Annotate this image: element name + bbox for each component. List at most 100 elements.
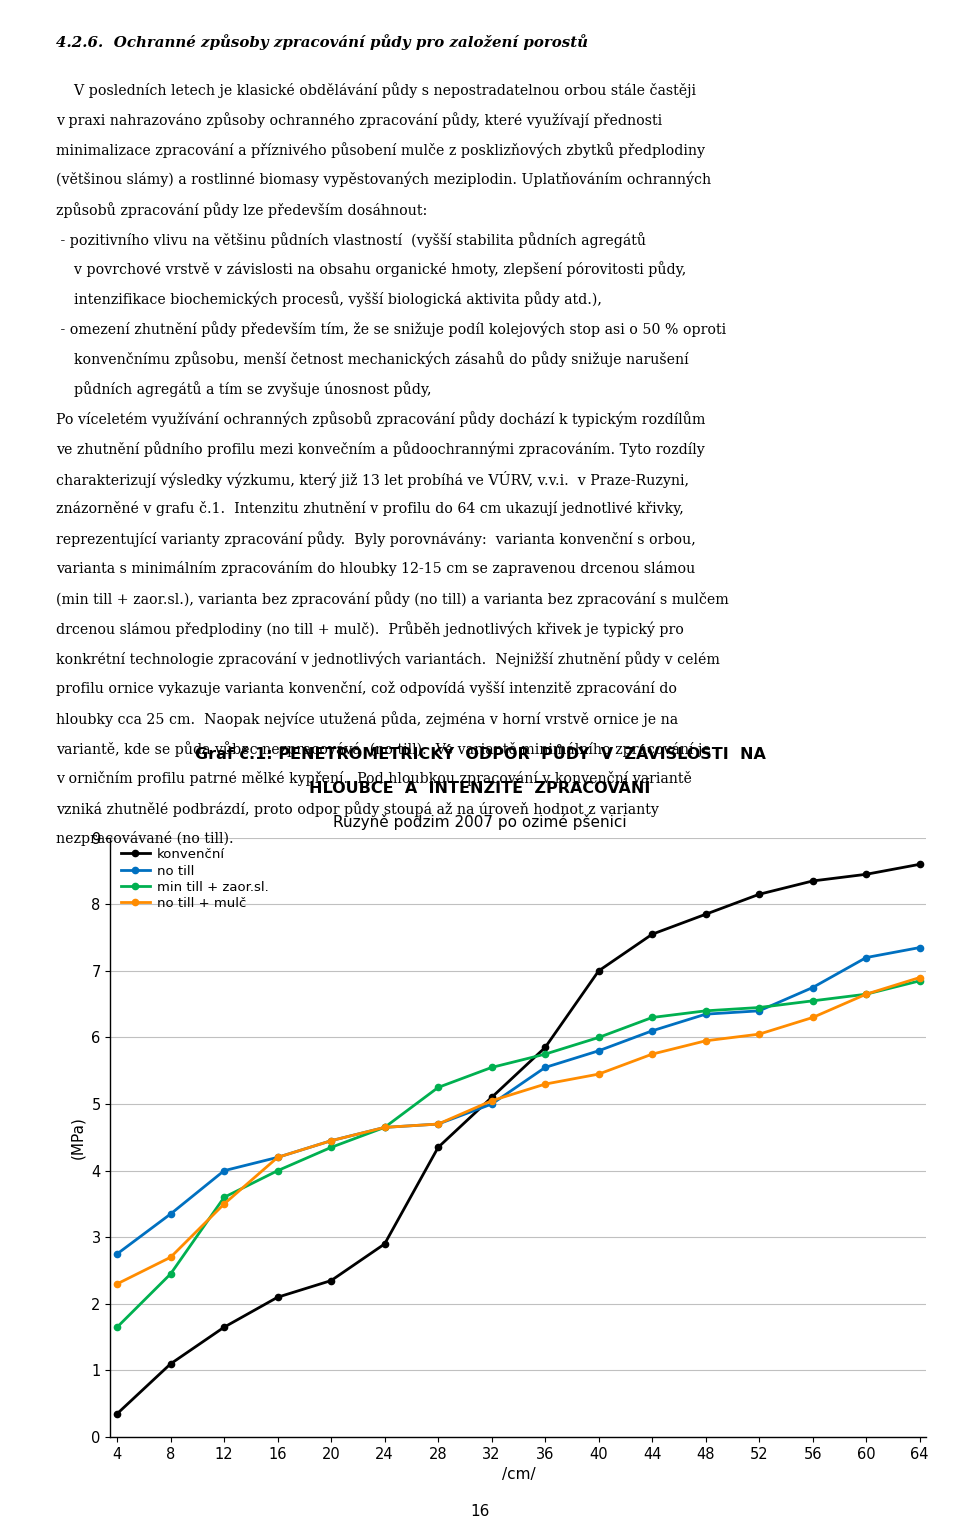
Text: Graf č.1: PENETROMETRICKÝ  ODPOR  PŮDY  V  ZÁVISLOSTI  NA: Graf č.1: PENETROMETRICKÝ ODPOR PŮDY V Z… — [195, 747, 765, 762]
no till + mulč — [646, 1045, 658, 1064]
X-axis label: /cm/: /cm/ — [501, 1468, 536, 1482]
no till — [218, 1162, 229, 1180]
no till — [111, 1245, 123, 1263]
Text: V posledních letech je klasické obdělávání půdy s nepostradatelnou orbou stále č: V posledních letech je klasické obdělává… — [56, 81, 696, 98]
min till + zaor.sl. — [272, 1162, 283, 1180]
Text: (většinou slámy) a rostlinné biomasy vypěstovaných meziplodin. Uplatňováním ochr: (většinou slámy) a rostlinné biomasy vyp… — [56, 172, 710, 188]
konvenční — [540, 1039, 551, 1057]
Text: (min till + zaor.sl.), varianta bez zpracování půdy (no till) a varianta bez zpr: (min till + zaor.sl.), varianta bez zpra… — [56, 592, 729, 607]
no till + mulč — [914, 968, 925, 987]
Text: 16: 16 — [470, 1503, 490, 1519]
konvenční — [379, 1234, 391, 1253]
Text: Po víceletém využívání ochranných způsobů zpracování půdy dochází k typickým roz: Po víceletém využívání ochranných způsob… — [56, 412, 705, 427]
Text: - omezení zhutnění půdy především tím, že se snižuje podíl kolejových stop asi o: - omezení zhutnění půdy především tím, ž… — [56, 321, 726, 338]
konvenční — [646, 925, 658, 944]
Text: půdních agregátů a tím se zvyšuje únosnost půdy,: půdních agregátů a tím se zvyšuje únosno… — [56, 381, 431, 398]
no till + mulč — [325, 1131, 337, 1150]
no till + mulč — [486, 1091, 497, 1110]
Text: v povrchové vrstvě v závislosti na obsahu organické hmoty, zlepšení pórovitosti : v povrchové vrstvě v závislosti na obsah… — [56, 261, 686, 278]
konvenční — [754, 885, 765, 904]
min till + zaor.sl. — [540, 1045, 551, 1064]
Text: v orničním profilu patrné mělké kypření.  Pod hloubkou zpracování v konvenční va: v orničním profilu patrné mělké kypření.… — [56, 772, 691, 785]
min till + zaor.sl. — [165, 1265, 177, 1283]
Text: charakterizují výsledky výzkumu, který již 13 let probíhá ve VÚRV, v.v.i.  v Pra: charakterizují výsledky výzkumu, který j… — [56, 472, 688, 489]
no till + mulč — [218, 1194, 229, 1213]
min till + zaor.sl. — [860, 985, 872, 1004]
no till + mulč — [432, 1114, 444, 1133]
no till + mulč — [754, 1025, 765, 1044]
no till + mulč — [379, 1119, 391, 1137]
min till + zaor.sl. — [218, 1188, 229, 1207]
konvenční — [807, 871, 819, 890]
no till + mulč — [111, 1274, 123, 1293]
no till + mulč — [700, 1031, 711, 1050]
no till + mulč — [807, 1008, 819, 1027]
no till + mulč — [593, 1065, 605, 1084]
no till — [593, 1042, 605, 1061]
no till — [646, 1022, 658, 1041]
no till — [486, 1094, 497, 1113]
Text: intenzifikace biochemických procesů, vyšší biologická aktivita půdy atd.),: intenzifikace biochemických procesů, vyš… — [56, 292, 602, 307]
min till + zaor.sl. — [379, 1119, 391, 1137]
Text: vzniká zhutnělé podbrázdí, proto odpor půdy stoupá až na úroveň hodnot z variant: vzniká zhutnělé podbrázdí, proto odpor p… — [56, 801, 659, 818]
Text: reprezentující varianty zpracování půdy.  Byly porovnávány:  varianta konvenční : reprezentující varianty zpracování půdy.… — [56, 532, 695, 547]
no till — [807, 978, 819, 996]
min till + zaor.sl. — [807, 991, 819, 1010]
Text: varianta s minimálním zpracováním do hloubky 12-15 cm se zapravenou drcenou slám: varianta s minimálním zpracováním do hlo… — [56, 561, 695, 576]
Y-axis label: (MPa): (MPa) — [71, 1116, 85, 1159]
no till — [700, 1005, 711, 1024]
Line: no till: no till — [114, 944, 923, 1257]
no till — [272, 1148, 283, 1167]
no till — [540, 1057, 551, 1076]
konvenční — [914, 855, 925, 873]
no till — [165, 1205, 177, 1223]
min till + zaor.sl. — [754, 999, 765, 1017]
Text: Ruzyně podzim 2007 po ozimé pšenici: Ruzyně podzim 2007 po ozimé pšenici — [333, 815, 627, 830]
min till + zaor.sl. — [914, 971, 925, 990]
min till + zaor.sl. — [593, 1028, 605, 1047]
no till — [325, 1131, 337, 1150]
Line: konvenční: konvenční — [114, 861, 923, 1417]
no till + mulč — [860, 985, 872, 1004]
Text: - pozitivního vlivu na většinu půdních vlastností  (vyšší stabilita půdních agre: - pozitivního vlivu na většinu půdních v… — [56, 232, 646, 247]
no till + mulč — [540, 1074, 551, 1093]
konvenční — [432, 1137, 444, 1156]
konvenční — [111, 1405, 123, 1423]
no till + mulč — [272, 1148, 283, 1167]
Text: nezpracovávané (no till).: nezpracovávané (no till). — [56, 832, 233, 845]
min till + zaor.sl. — [700, 1002, 711, 1021]
min till + zaor.sl. — [646, 1008, 658, 1027]
konvenční — [218, 1317, 229, 1336]
Text: profilu ornice vykazuje varianta konvenční, což odpovídá vyšší intenzitě zpracov: profilu ornice vykazuje varianta konvenč… — [56, 681, 677, 696]
Text: drcenou slámou předplodiny (no till + mulč).  Průběh jednotlivých křivek je typi: drcenou slámou předplodiny (no till + mu… — [56, 621, 684, 638]
min till + zaor.sl. — [325, 1137, 337, 1156]
no till + mulč — [165, 1248, 177, 1266]
Text: v praxi nahrazováno způsoby ochranného zpracování půdy, které využívají přednost: v praxi nahrazováno způsoby ochranného z… — [56, 112, 661, 128]
konvenční — [325, 1271, 337, 1290]
no till — [754, 1002, 765, 1021]
Line: min till + zaor.sl.: min till + zaor.sl. — [114, 978, 923, 1331]
Text: HLOUBCE  A  INTENZITĚ  ZPRACOVÁNÍ: HLOUBCE A INTENZITĚ ZPRACOVÁNÍ — [309, 781, 651, 796]
Text: znázorněné v grafu č.1.  Intenzitu zhutnění v profilu do 64 cm ukazují jednotliv: znázorněné v grafu č.1. Intenzitu zhutně… — [56, 501, 684, 516]
konvenční — [593, 962, 605, 981]
Text: ve zhutnění půdního profilu mezi konvečním a půdoochrannými zpracováním. Tyto ro: ve zhutnění půdního profilu mezi konvečn… — [56, 441, 705, 458]
konvenční — [165, 1354, 177, 1373]
no till — [860, 948, 872, 967]
Text: 4.2.6.  Ochranné způsoby zpracování půdy pro založení porostů: 4.2.6. Ochranné způsoby zpracování půdy … — [56, 34, 588, 49]
konvenční — [486, 1088, 497, 1107]
Line: no till + mulč: no till + mulč — [114, 974, 923, 1286]
Text: minimalizace zpracování a příznivého působení mulče z posklizňových zbytků předp: minimalizace zpracování a příznivého půs… — [56, 141, 705, 158]
Text: způsobů zpracování půdy lze především dosáhnout:: způsobů zpracování půdy lze především do… — [56, 201, 427, 218]
konvenční — [700, 905, 711, 924]
Text: konvenčnímu způsobu, menší četnost mechanických zásahů do půdy snižuje narušení: konvenčnímu způsobu, menší četnost mecha… — [56, 352, 688, 367]
no till — [379, 1119, 391, 1137]
konvenční — [860, 865, 872, 884]
min till + zaor.sl. — [111, 1317, 123, 1336]
Legend: konvenční, no till, min till + zaor.sl., no till + mulč: konvenční, no till, min till + zaor.sl.,… — [117, 844, 273, 915]
min till + zaor.sl. — [486, 1057, 497, 1076]
Text: konkrétní technologie zpracování v jednotlivých variantách.  Nejnižší zhutnění p: konkrétní technologie zpracování v jedno… — [56, 652, 720, 667]
no till — [432, 1114, 444, 1133]
Text: hloubky cca 25 cm.  Naopak nejvíce utužená půda, zejména v horní vrstvě ornice j: hloubky cca 25 cm. Naopak nejvíce utužen… — [56, 712, 678, 727]
Text: variantě, kde se půda vůbec nezpracovává  (no till).  Ve variantě minimálního zp: variantě, kde se půda vůbec nezpracovává… — [56, 741, 710, 758]
konvenční — [272, 1288, 283, 1306]
